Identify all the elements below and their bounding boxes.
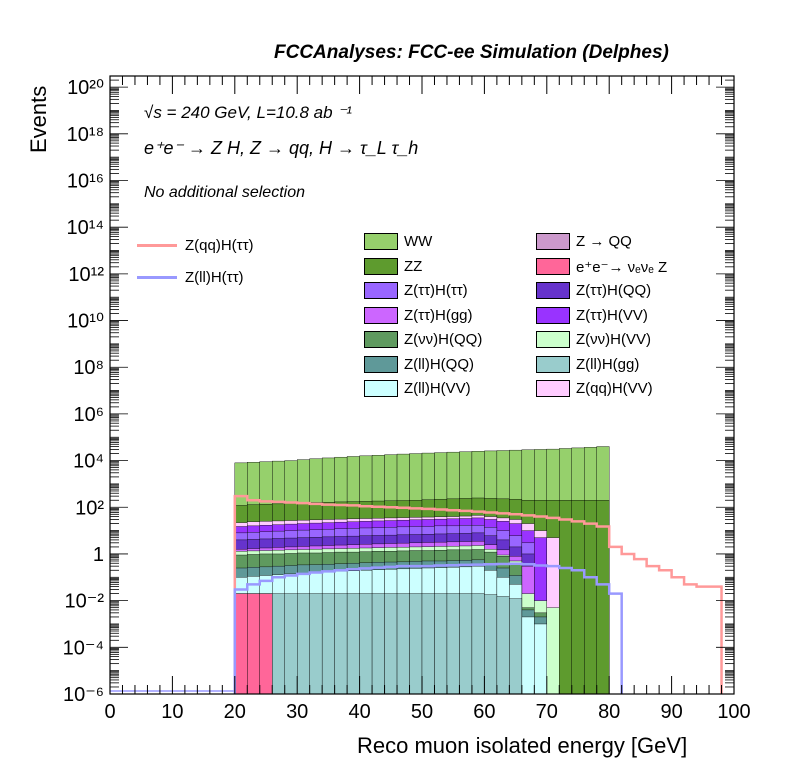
- legend-entry: Z(ττ)H(VV): [536, 306, 648, 324]
- stack-bin: [297, 593, 310, 695]
- signal-line: [233, 562, 623, 694]
- stack-bin: [534, 623, 548, 695]
- legend-entry: Z(ττ)H(ττ): [364, 282, 468, 299]
- stack-bin: [559, 500, 572, 695]
- stack-bin: [334, 593, 348, 695]
- x-tick-label: 90: [660, 701, 682, 723]
- y-tick-label: 10¹⁶: [67, 171, 104, 193]
- energy-annotation: √s = 240 GeV, L=10.8 ab ⁻¹: [144, 103, 352, 122]
- stack-bin: [384, 593, 398, 695]
- legend-entry: Z(ll)H(VV): [364, 380, 471, 397]
- legend-entry: Z(qq)H(VV): [536, 380, 653, 397]
- y-tick-label: 10¹⁴: [67, 217, 105, 239]
- legend-entry: ZZ: [364, 257, 422, 275]
- x-tick-label: 100: [717, 701, 750, 723]
- stack-bin: [434, 593, 448, 695]
- selection-annotation: No additional selection: [144, 184, 305, 201]
- x-tick-label: 40: [348, 701, 370, 723]
- y-tick-label: 10⁻⁴: [63, 637, 104, 659]
- legend-line-entry: Z(qq)H(ττ): [137, 237, 254, 254]
- stack-bin: [509, 598, 523, 695]
- x-tick-label: 30: [286, 701, 308, 723]
- stack-bin: [459, 593, 473, 695]
- x-tick-label: 70: [536, 701, 558, 723]
- stack-bin: [446, 593, 460, 695]
- y-tick-label: 10⁸: [73, 357, 104, 379]
- stack-bin: [371, 593, 385, 695]
- y-axis-title: Events: [26, 85, 51, 153]
- stack-bin: [259, 593, 273, 695]
- y-tick-label: 10¹²: [68, 264, 104, 286]
- y-tick-label: 10¹⁸: [67, 124, 104, 146]
- y-tick-label: 10²⁰: [67, 77, 104, 99]
- x-tick-label: 80: [598, 701, 620, 723]
- stack-bin: [496, 596, 510, 695]
- legend-entry: Z(ll)H(QQ): [364, 355, 474, 373]
- stack-bin: [546, 607, 560, 695]
- stack-bin: [571, 500, 585, 695]
- y-tick-label: 10²: [75, 497, 104, 519]
- legend-entry: Z → QQ: [536, 233, 632, 250]
- legend-entry: WW: [364, 233, 432, 250]
- x-tick-label: 50: [411, 701, 433, 723]
- y-tick-label: 1: [93, 544, 104, 566]
- y-tick-label: 10¹⁰: [67, 311, 104, 333]
- legend-line-entry: Z(ll)H(ττ): [137, 269, 244, 286]
- stack-bin: [596, 500, 610, 695]
- stack-bin: [396, 593, 410, 695]
- process-annotation: e⁺e⁻ → Z H, Z → qq, H → τ_L τ_h: [144, 138, 419, 158]
- stack-bin: [409, 593, 423, 695]
- stack-bin: [247, 593, 260, 695]
- stack-bin: [521, 616, 535, 695]
- stack-bin: [471, 593, 485, 695]
- legend-entry: Z(νν)H(VV): [536, 331, 651, 348]
- stack-bin: [234, 593, 248, 695]
- legend-entry: Z(ττ)H(gg): [364, 306, 473, 324]
- y-tick-label: 10⁻²: [65, 591, 105, 613]
- x-tick-label: 0: [104, 701, 115, 723]
- y-tick-label: 10⁴: [73, 451, 104, 473]
- x-axis-title: Reco muon isolated energy [GeV]: [357, 733, 688, 758]
- stack-bin: [421, 593, 435, 695]
- stack-bin: [272, 593, 285, 695]
- legend-entry: e⁺e⁻→ νₑνₑ Z: [536, 258, 667, 276]
- chart-header: FCCAnalyses: FCC-ee Simulation (Delphes): [274, 42, 669, 63]
- stack-bin: [346, 593, 360, 695]
- stack-bin: [484, 594, 498, 695]
- stack-bin: [309, 593, 323, 695]
- x-tick-label: 60: [473, 701, 495, 723]
- y-tick-label: 10⁻⁶: [63, 684, 104, 706]
- stack-bin: [321, 593, 335, 695]
- stack-bin: [584, 500, 597, 695]
- x-tick-label: 10: [161, 701, 183, 723]
- stack-bin: [359, 593, 373, 695]
- signal-line: [233, 494, 723, 694]
- stack-bin: [284, 593, 298, 695]
- x-tick-label: 20: [224, 701, 246, 723]
- legend-entry: Z(ll)H(gg): [536, 355, 639, 373]
- y-tick-label: 10⁶: [74, 404, 104, 426]
- legend-entry: Z(νν)H(QQ): [364, 331, 482, 348]
- legend-entry: Z(ττ)H(QQ): [536, 282, 651, 299]
